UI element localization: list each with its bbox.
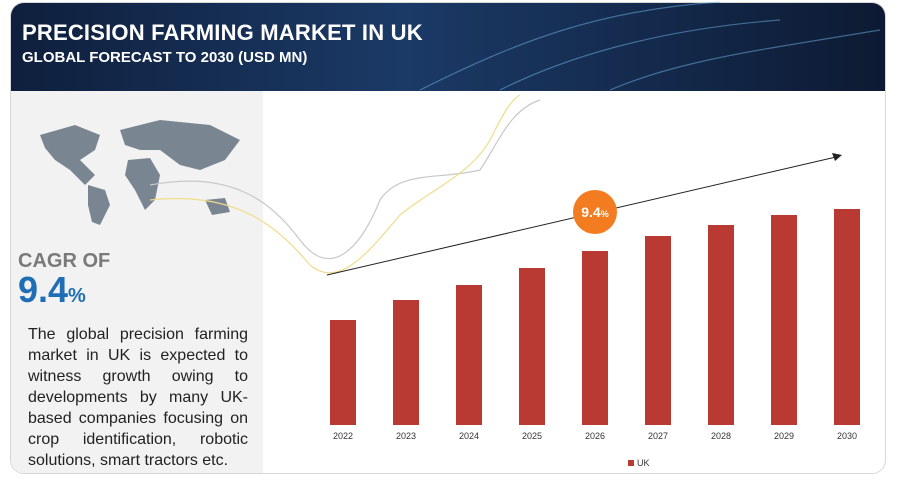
cagr-unit: % bbox=[68, 285, 86, 307]
bar bbox=[834, 209, 860, 425]
cagr-bubble-unit: % bbox=[601, 209, 609, 219]
bar bbox=[582, 251, 608, 425]
x-tick-label: 2028 bbox=[711, 431, 731, 441]
x-tick-label: 2022 bbox=[333, 431, 353, 441]
bar bbox=[393, 300, 419, 425]
header-decor bbox=[419, 1, 881, 91]
cagr-value: 9.4% bbox=[18, 269, 86, 311]
bar bbox=[519, 268, 545, 425]
x-tick-label: 2023 bbox=[396, 431, 416, 441]
card bbox=[10, 2, 886, 474]
cagr-label: CAGR OF bbox=[18, 250, 111, 272]
arrow-head bbox=[832, 153, 842, 161]
x-tick-label: 2030 bbox=[837, 431, 857, 441]
legend-label: UK bbox=[637, 458, 650, 468]
cagr-number: 9.4 bbox=[18, 269, 69, 310]
decor-curves bbox=[149, 94, 541, 274]
cagr-bubble-value: 9.4 bbox=[581, 204, 601, 220]
subtitle: GLOBAL FORECAST TO 2030 (USD MN) bbox=[22, 49, 308, 66]
cagr-bubble-text: 9.4% bbox=[581, 204, 608, 220]
bar bbox=[708, 225, 734, 425]
bar bbox=[645, 236, 671, 425]
x-tick-label: 2029 bbox=[774, 431, 794, 441]
cagr-bubble bbox=[573, 190, 617, 234]
title: PRECISION FARMING MARKET IN UK bbox=[22, 20, 423, 45]
bar bbox=[456, 285, 482, 425]
x-tick-label: 2026 bbox=[585, 431, 605, 441]
bar bbox=[771, 215, 797, 425]
bar bbox=[330, 320, 356, 425]
x-tick-label: 2024 bbox=[459, 431, 479, 441]
legend-swatch bbox=[628, 460, 634, 466]
world-map bbox=[40, 120, 240, 225]
x-tick-label: 2027 bbox=[648, 431, 668, 441]
x-tick-label: 2025 bbox=[522, 431, 542, 441]
description: The global precision farming market in U… bbox=[28, 326, 248, 469]
